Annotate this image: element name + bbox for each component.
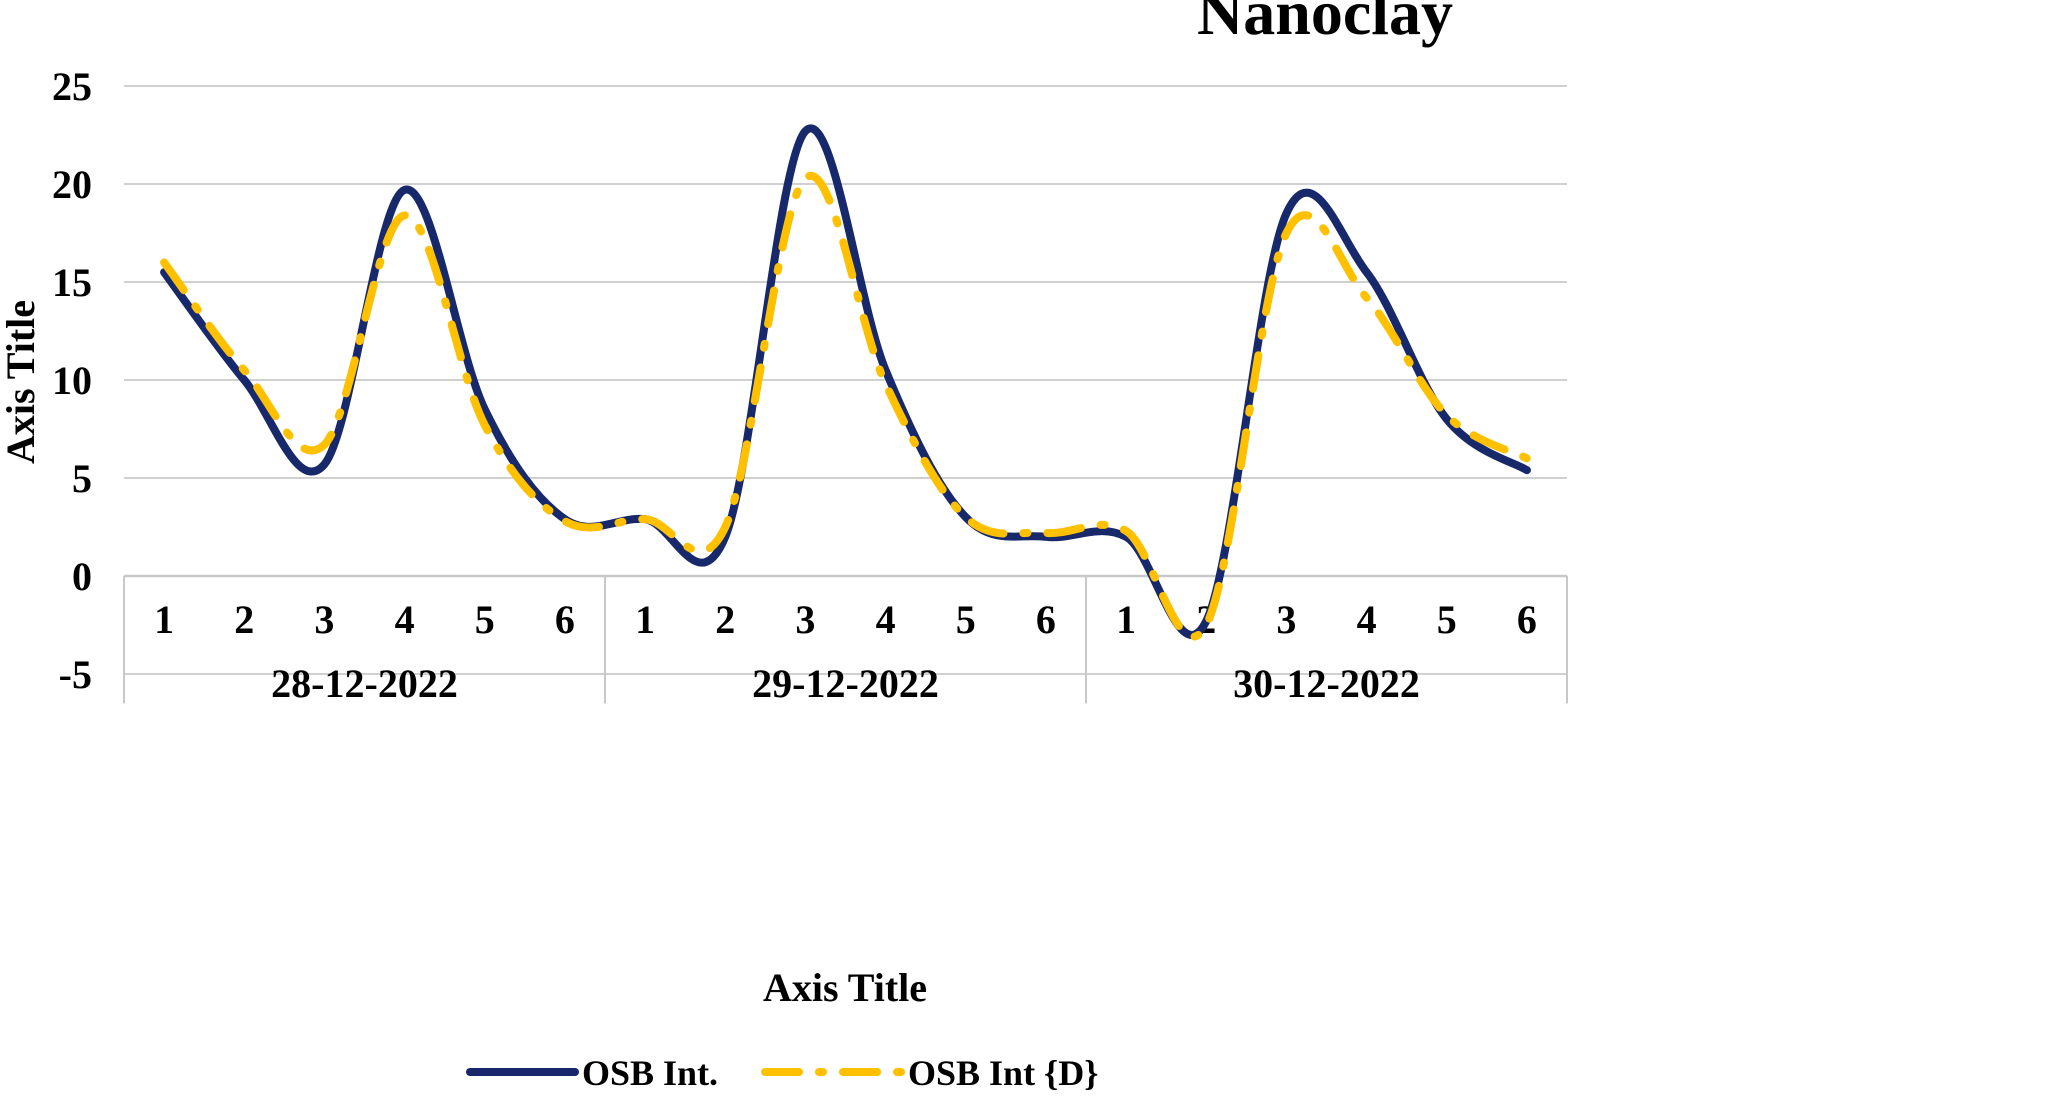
x-group-label: 29-12-2022 [752,661,939,706]
y-tick-label: 10 [52,358,92,403]
series-line-0 [160,124,1531,639]
x-tick-label: 1 [154,597,174,642]
x-tick-label: 3 [795,597,815,642]
x-tick-label: 1 [1116,597,1136,642]
x-tick-label: 3 [1276,597,1296,642]
x-tick-label: 3 [314,597,334,642]
y-tick-label: 25 [52,64,92,109]
y-tick-label: -5 [59,652,92,697]
y-tick-label: 5 [72,456,92,501]
series-line-1 [160,171,1531,641]
series-lines [160,124,1531,641]
x-tick-label: 2 [234,597,254,642]
x-tick-label: 5 [956,597,976,642]
x-tick-label: 1 [635,597,655,642]
x-tick-label: 5 [475,597,495,642]
legend: OSB Int. OSB Int {D} [466,1053,1098,1093]
x-tick-label: 4 [395,597,415,642]
y-tick-label: 15 [52,260,92,305]
x-tick-label: 5 [1437,597,1457,642]
x-tick-label: 6 [1036,597,1056,642]
gridlines [124,85,1567,675]
x-tick-label: 6 [1517,597,1537,642]
x-tick-label: 4 [1357,597,1377,642]
x-group-label: 30-12-2022 [1233,661,1420,706]
y-axis-title: Axis Title [0,300,43,464]
y-tick-label: 20 [52,162,92,207]
x-axis-title: Axis Title [763,965,927,1010]
x-tick-label: 4 [876,597,896,642]
y-tick-label: 0 [72,554,92,599]
chart-title: Nanoclay [1197,0,1453,48]
x-tick-label: 2 [715,597,735,642]
legend-label: OSB Int. [582,1053,718,1093]
x-group-label: 28-12-2022 [271,661,458,706]
x-tick-label: 6 [555,597,575,642]
y-tick-labels: -5 0 5 10 15 20 25 [52,64,92,697]
legend-label: OSB Int {D} [908,1053,1098,1093]
